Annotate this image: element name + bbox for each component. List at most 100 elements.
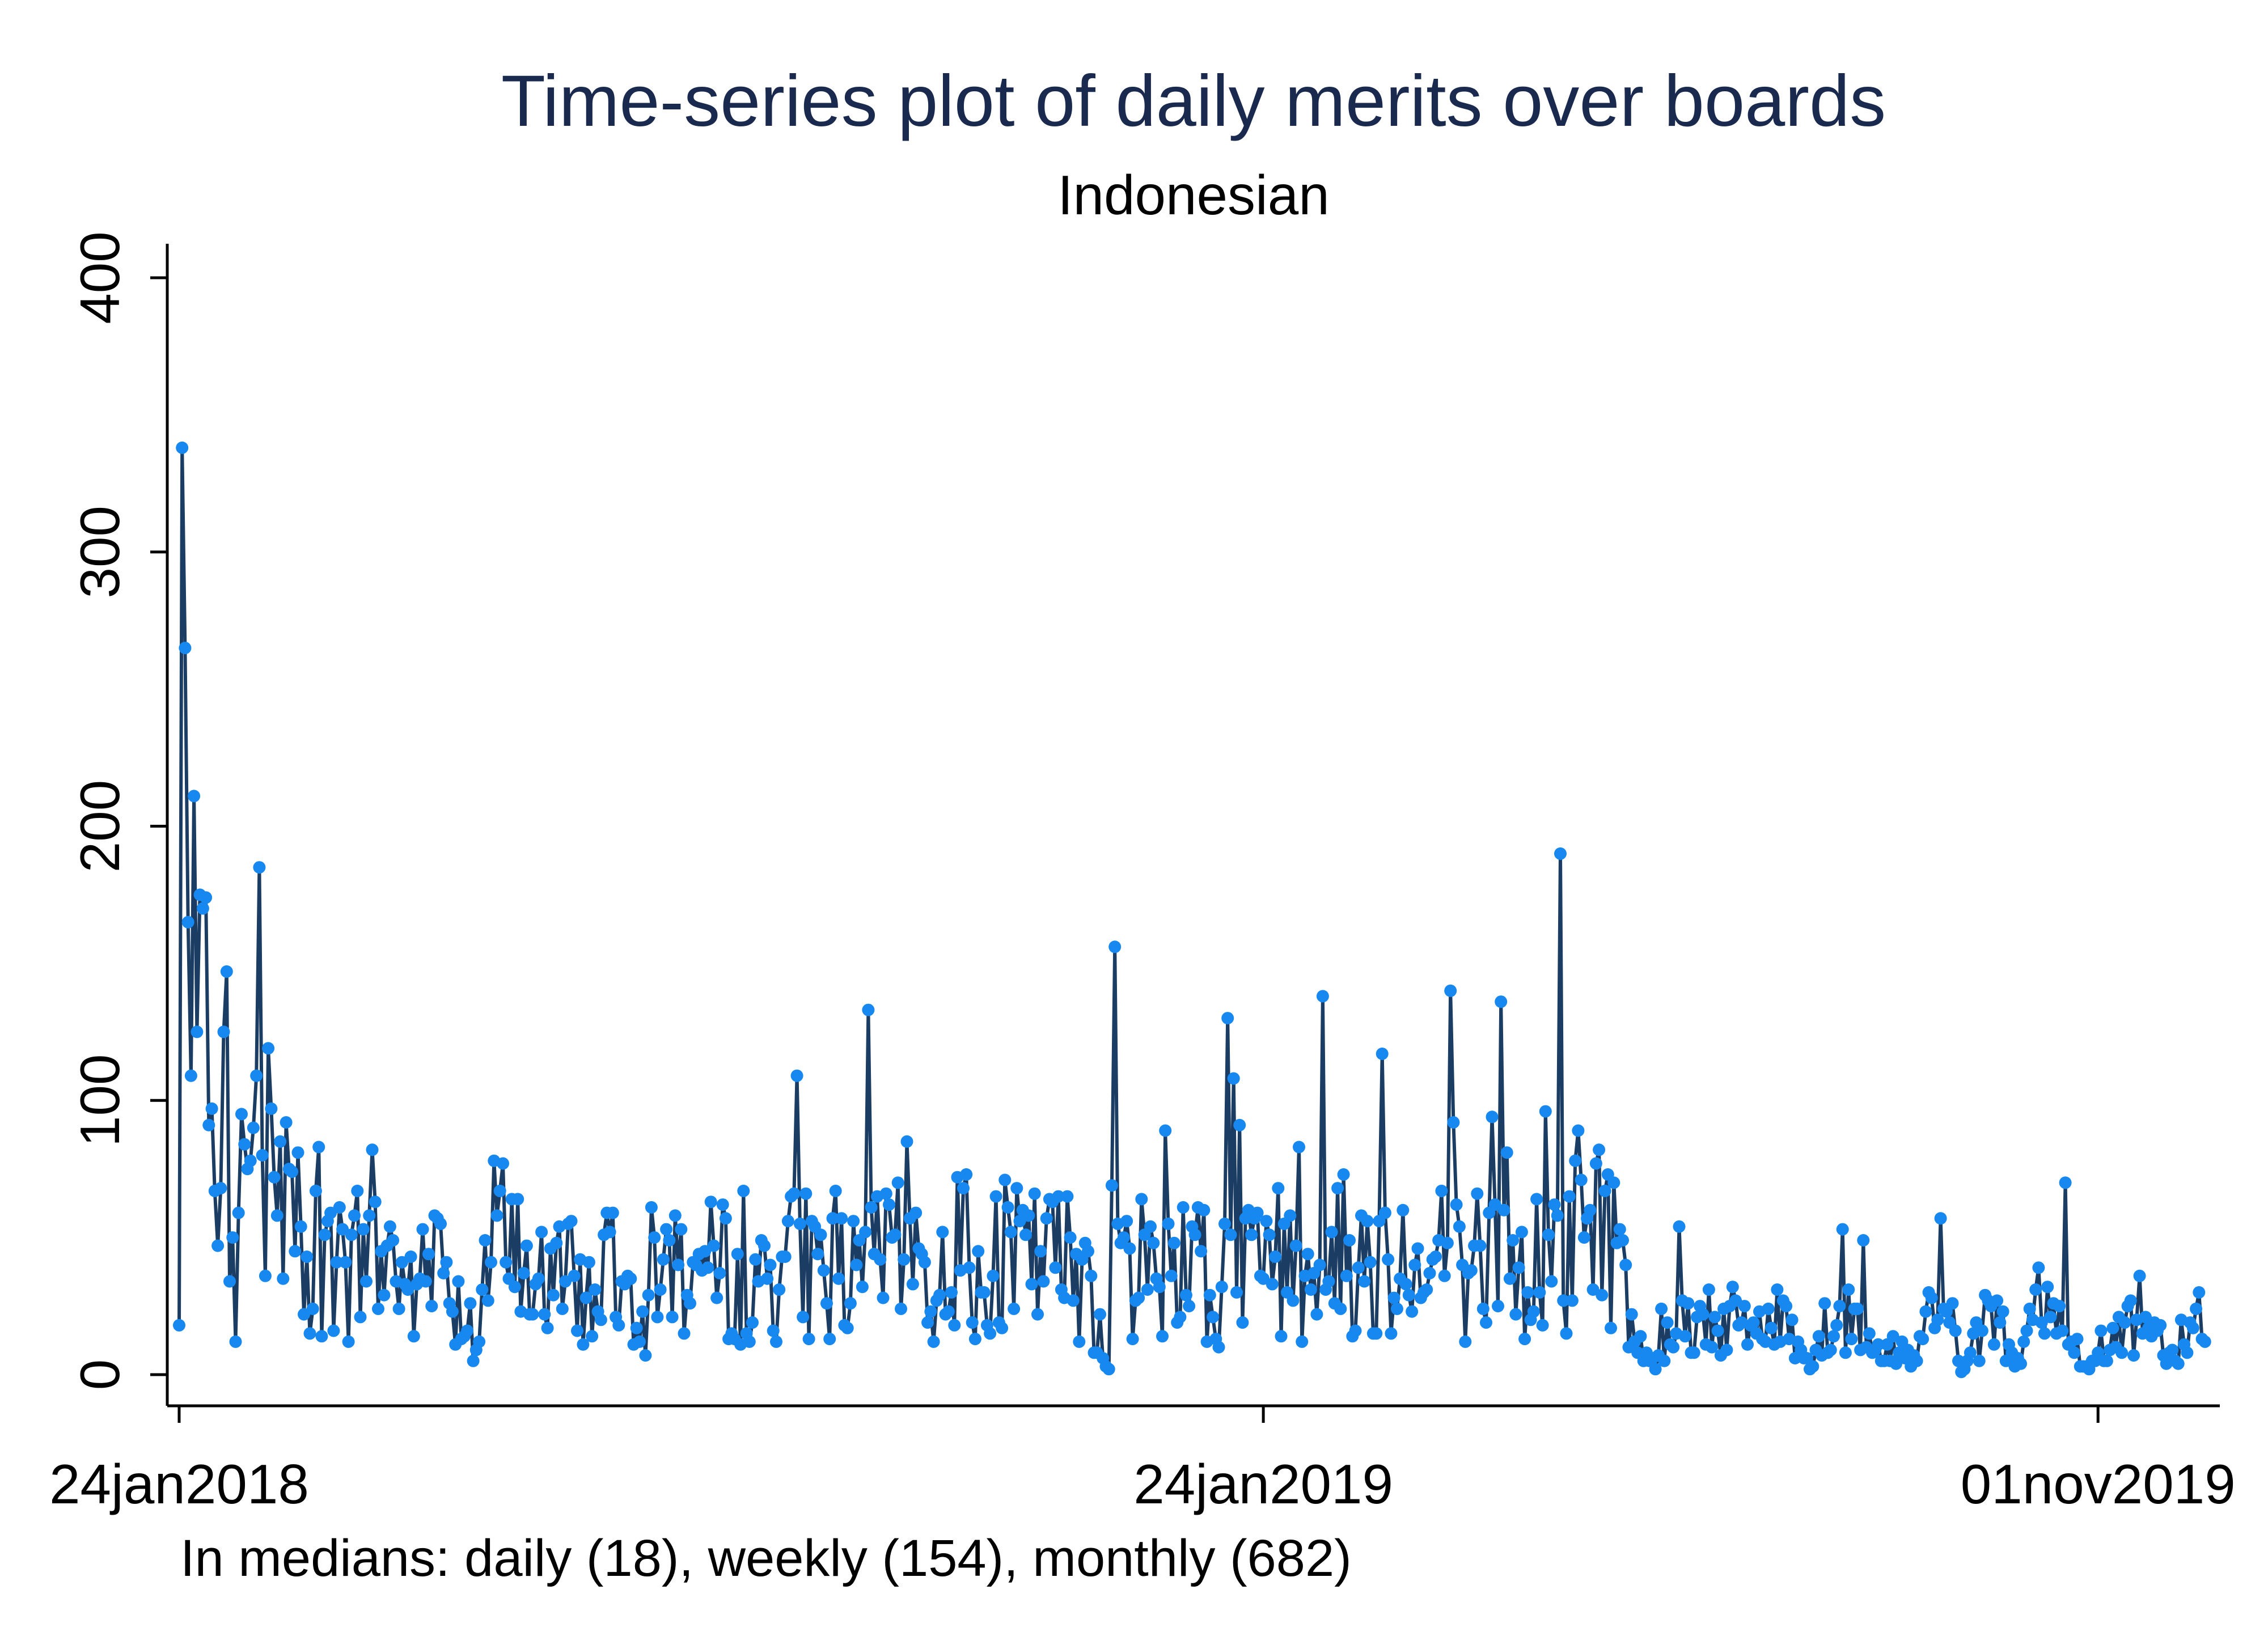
data-point [1310,1308,1323,1321]
data-point [862,1003,875,1016]
data-point [461,1324,474,1337]
data-point [847,1215,860,1228]
data-point [226,1231,239,1244]
data-point [437,1267,450,1279]
data-point [844,1297,857,1310]
data-point [196,902,209,915]
data-point [1233,1118,1246,1131]
data-point [1260,1215,1273,1228]
data-point [1387,1291,1400,1304]
data-point [2133,1269,2146,1282]
data-point [764,1258,777,1271]
data-point [357,1223,370,1236]
data-point [900,1135,913,1148]
data-point [2023,1302,2036,1315]
data-point [366,1143,379,1156]
data-point [2035,1316,2048,1329]
data-point [425,1300,438,1313]
data-point [1293,1141,1305,1154]
data-point [1207,1311,1220,1324]
data-point [1729,1294,1742,1307]
data-point [1827,1330,1840,1343]
data-point [654,1283,667,1296]
data-point [660,1223,673,1236]
data-point [2100,1354,2113,1367]
data-point [1625,1308,1638,1321]
data-point [383,1220,396,1233]
data-point [1560,1327,1573,1340]
data-point [1780,1300,1793,1313]
data-point [303,1327,316,1340]
data-point [713,1267,726,1279]
data-point [235,1108,248,1121]
data-point [2193,1286,2206,1299]
data-point [1539,1105,1552,1118]
data-point [1094,1308,1106,1321]
data-point [1851,1302,1864,1315]
data-point [1008,1302,1021,1315]
data-point [404,1250,417,1263]
data-point [1040,1212,1053,1225]
data-point [1275,1330,1288,1343]
data-point [1117,1231,1130,1244]
data-point [473,1335,486,1348]
data-point [987,1269,1000,1282]
data-point [517,1267,530,1279]
data-point [1839,1346,1852,1359]
data-point [1179,1288,1192,1302]
data-point [1382,1253,1395,1266]
data-point [823,1333,836,1346]
data-point [1441,1236,1454,1249]
data-point [1975,1324,1988,1337]
data-point [657,1253,670,1266]
data-point [1863,1327,1876,1340]
data-point [559,1275,572,1288]
data-point [1429,1250,1442,1263]
data-point [339,1256,352,1269]
data-point [318,1228,331,1241]
data-point [2172,1357,2185,1370]
data-point [888,1228,902,1241]
data-point [1515,1226,1528,1239]
data-point [191,1025,204,1038]
data-point [1973,1354,1986,1367]
data-point [1028,1187,1041,1200]
data-point [1771,1283,1784,1296]
data-point [1221,1012,1234,1025]
data-point [746,1316,759,1329]
data-point [291,1146,304,1159]
data-point [274,1135,287,1148]
data-point [2056,1324,2069,1337]
data-point [419,1275,432,1288]
data-point [678,1327,691,1340]
data-point [1188,1228,1201,1241]
data-point [1408,1258,1421,1271]
data-point [1296,1335,1309,1348]
data-point [1497,1203,1510,1216]
data-point [2044,1311,2057,1324]
chart-subtitle: Indonesian [1057,164,1330,226]
data-point [229,1335,242,1348]
data-point [898,1253,911,1266]
data-point [743,1335,756,1348]
data-point [770,1335,782,1348]
data-point [1738,1300,1751,1313]
y-tick-label: 200 [69,780,131,873]
data-point [1545,1275,1558,1288]
data-point [392,1302,405,1315]
data-point [1085,1269,1098,1282]
data-point [301,1250,314,1263]
data-point [1159,1124,1172,1137]
data-point [797,1311,810,1324]
data-point [1706,1341,1719,1354]
data-point [538,1308,551,1321]
data-point [630,1321,643,1334]
data-point [790,1069,803,1082]
data-point [1037,1275,1050,1288]
data-point [1263,1228,1276,1241]
data-point [865,1201,878,1214]
data-point [1886,1330,1899,1343]
data-point [490,1209,503,1222]
data-point [1480,1316,1492,1329]
data-point [2186,1321,2199,1334]
